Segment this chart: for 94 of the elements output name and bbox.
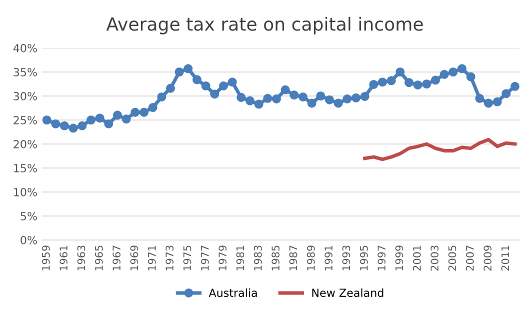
point — [369, 80, 378, 89]
point — [307, 98, 316, 108]
point — [148, 103, 158, 112]
point — [174, 67, 184, 77]
y-tick-label: 35% — [14, 68, 37, 76]
point — [112, 110, 122, 120]
point — [440, 70, 449, 79]
point — [254, 100, 264, 109]
x-tick-label: 1975 — [183, 246, 192, 270]
x-tick-label: 2005 — [448, 246, 456, 271]
x-tick-label: 2001 — [412, 246, 421, 271]
x-tick-label: 1989 — [306, 246, 315, 270]
y-tick-label: 0% — [20, 236, 37, 244]
point — [342, 94, 352, 104]
point — [502, 89, 511, 98]
x-tick-label: 1991 — [324, 246, 333, 270]
point — [448, 67, 458, 77]
point — [272, 94, 281, 104]
x-tick-label: 1983 — [254, 246, 262, 270]
point — [60, 121, 69, 130]
x-tick-label: 1965 — [94, 246, 103, 270]
point — [334, 98, 343, 108]
legend-label: New Zealand — [312, 288, 384, 297]
point — [298, 92, 308, 102]
x-tick-label: 1985 — [272, 246, 280, 270]
point — [492, 97, 502, 106]
point — [324, 95, 334, 104]
point — [68, 124, 78, 133]
point — [263, 94, 272, 103]
point — [184, 64, 193, 74]
legend-label: Australia — [208, 288, 257, 297]
point — [430, 76, 440, 85]
point — [360, 92, 370, 101]
point — [378, 78, 387, 87]
point — [457, 64, 466, 74]
x-tick-label: 2003 — [430, 246, 439, 271]
point — [396, 67, 405, 77]
x-tick-label: 2009 — [484, 246, 492, 271]
x-tick-label: 1979 — [218, 246, 227, 270]
point — [201, 81, 210, 90]
point — [228, 78, 237, 87]
y-tick-label: 15% — [14, 164, 37, 172]
point — [218, 81, 228, 90]
x-tick-label: 1973 — [166, 246, 174, 270]
line-series — [363, 138, 517, 162]
point — [122, 114, 131, 124]
point — [157, 92, 166, 102]
point — [192, 75, 202, 84]
point — [236, 92, 246, 102]
x-tick-label: 1997 — [378, 246, 386, 270]
chart-title: Average tax rate on capital income — [106, 16, 423, 34]
point — [422, 79, 432, 89]
point — [130, 108, 140, 117]
point — [280, 85, 290, 94]
x-tick-label: 1999 — [395, 246, 404, 270]
point — [510, 82, 520, 91]
point — [404, 78, 414, 88]
x-tick-label: 1971 — [148, 246, 156, 270]
y-tick-label: 20% — [14, 140, 37, 148]
x-tick-label: 1967 — [112, 246, 121, 270]
x-tick-label: 1969 — [130, 246, 138, 270]
point — [466, 72, 476, 82]
point — [475, 94, 484, 103]
point — [95, 114, 104, 123]
y-tick-label: 10% — [14, 188, 37, 196]
point — [104, 119, 114, 128]
x-tick-label: 1961 — [60, 246, 68, 270]
point — [413, 80, 422, 90]
point — [484, 98, 493, 108]
y-tick-label: 25% — [14, 116, 37, 124]
x-tick-label: 1993 — [342, 246, 350, 270]
point — [166, 84, 175, 93]
x-tick-label: 1963 — [77, 246, 86, 270]
point — [51, 119, 60, 128]
y-tick-label: 40% — [13, 44, 37, 52]
x-tick-label: 1981 — [236, 246, 244, 270]
point — [139, 108, 148, 117]
x-tick-label: 2011 — [501, 246, 510, 271]
x-tick-label: 1987 — [289, 246, 298, 270]
x-tick-label: 1995 — [360, 246, 368, 270]
point — [290, 90, 299, 100]
point — [351, 93, 360, 102]
point — [86, 115, 96, 125]
point — [210, 90, 220, 99]
x-tick-label: 1977 — [200, 246, 209, 270]
point — [316, 91, 326, 101]
x-tick-label: 1959 — [42, 246, 50, 270]
x-tick-label: 2007 — [466, 246, 474, 271]
point — [386, 76, 396, 86]
point — [78, 121, 87, 130]
y-tick-label: 5% — [20, 212, 37, 220]
y-tick-label: 30% — [14, 92, 37, 100]
point — [245, 96, 254, 106]
point — [42, 115, 52, 125]
